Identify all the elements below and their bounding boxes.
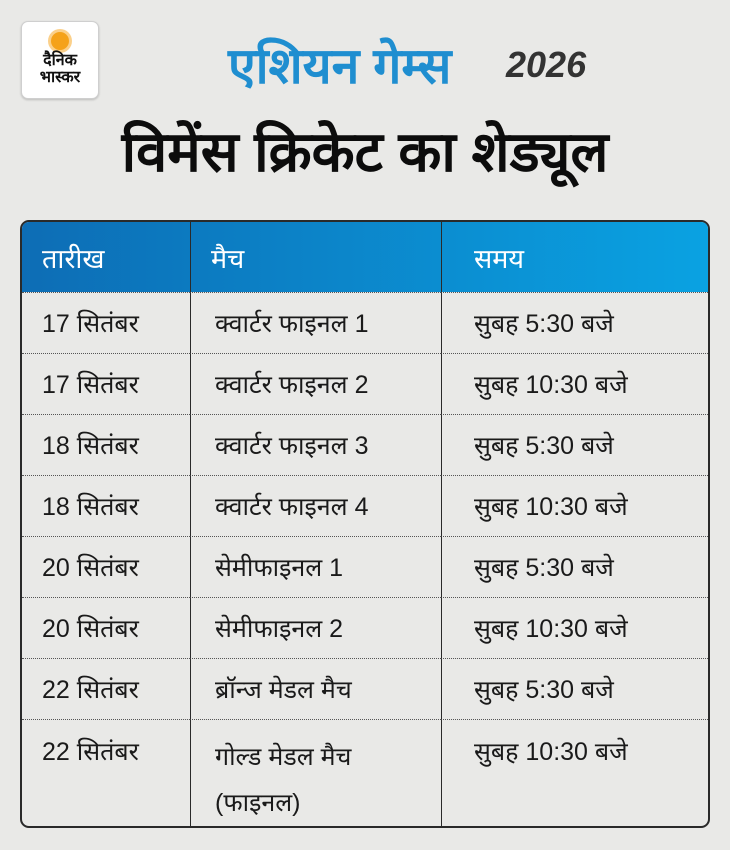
time-cell: सुबह 10:30 बजे xyxy=(441,353,708,414)
date-cell: 18 सितंबर xyxy=(22,475,190,536)
dainik-bhaskar-logo: दैनिक भास्कर xyxy=(21,21,99,99)
time-cell: सुबह 5:30 बजे xyxy=(441,658,708,719)
header-title: एशियन गेम्स xyxy=(228,38,452,94)
date-cell: 22 सितंबर xyxy=(22,658,190,719)
table-row: 22 सितंबर गोल्ड मेडल मैच (फाइनल) सुबह 10:3… xyxy=(22,719,708,826)
sun-icon xyxy=(51,32,69,50)
time-cell: सुबह 10:30 बजे xyxy=(441,475,708,536)
match-cell: सेमीफाइनल 2 xyxy=(190,597,441,658)
table-row: 20 सितंबर सेमीफाइनल 1 सुबह 5:30 बजे xyxy=(22,536,708,597)
date-cell: 18 सितंबर xyxy=(22,414,190,475)
logo-line-1: दैनिक xyxy=(43,52,77,69)
date-cell: 17 सितंबर xyxy=(22,353,190,414)
match-cell: क्वार्टर फाइनल 1 xyxy=(190,292,441,353)
match-cell: ब्रॉन्ज मेडल मैच xyxy=(190,658,441,719)
time-cell: सुबह 5:30 बजे xyxy=(441,414,708,475)
date-cell: 22 सितंबर xyxy=(22,719,190,826)
date-cell: 17 सितंबर xyxy=(22,292,190,353)
time-cell: सुबह 10:30 बजे xyxy=(441,597,708,658)
header-year: 2026 xyxy=(506,44,587,85)
table-row: 22 सितंबर ब्रॉन्ज मेडल मैच सुबह 5:30 बजे xyxy=(22,658,708,719)
match-cell: क्वार्टर फाइनल 2 xyxy=(190,353,441,414)
match-cell: सेमीफाइनल 1 xyxy=(190,536,441,597)
match-cell: गोल्ड मेडल मैच (फाइनल) xyxy=(190,719,441,826)
match-cell: क्वार्टर फाइनल 4 xyxy=(190,475,441,536)
table-row: 17 सितंबर क्वार्टर फाइनल 2 सुबह 10:30 बजे xyxy=(22,353,708,414)
column-header-time: समय xyxy=(441,222,708,292)
time-cell: सुबह 10:30 बजे xyxy=(441,719,708,826)
table-row: 18 सितंबर क्वार्टर फाइनल 3 सुबह 5:30 बजे xyxy=(22,414,708,475)
table-row: 20 सितंबर सेमीफाइनल 2 सुबह 10:30 बजे xyxy=(22,597,708,658)
logo-line-2: भास्कर xyxy=(39,69,81,86)
time-cell: सुबह 5:30 बजे xyxy=(441,536,708,597)
match-cell: क्वार्टर फाइनल 3 xyxy=(190,414,441,475)
table-row: 18 सितंबर क्वार्टर फाइनल 4 सुबह 10:30 बजे xyxy=(22,475,708,536)
column-header-match: मैच xyxy=(190,222,441,292)
date-cell: 20 सितंबर xyxy=(22,597,190,658)
time-cell: सुबह 5:30 बजे xyxy=(441,292,708,353)
page-title: विमेंस क्रिकेट का शेड्यूल xyxy=(121,120,609,183)
table-row: 17 सितंबर क्वार्टर फाइनल 1 सुबह 5:30 बजे xyxy=(22,292,708,353)
column-header-date: तारीख xyxy=(42,243,105,274)
date-cell: 20 सितंबर xyxy=(22,536,190,597)
table-header-row: तारीख मैच समय xyxy=(22,222,708,292)
